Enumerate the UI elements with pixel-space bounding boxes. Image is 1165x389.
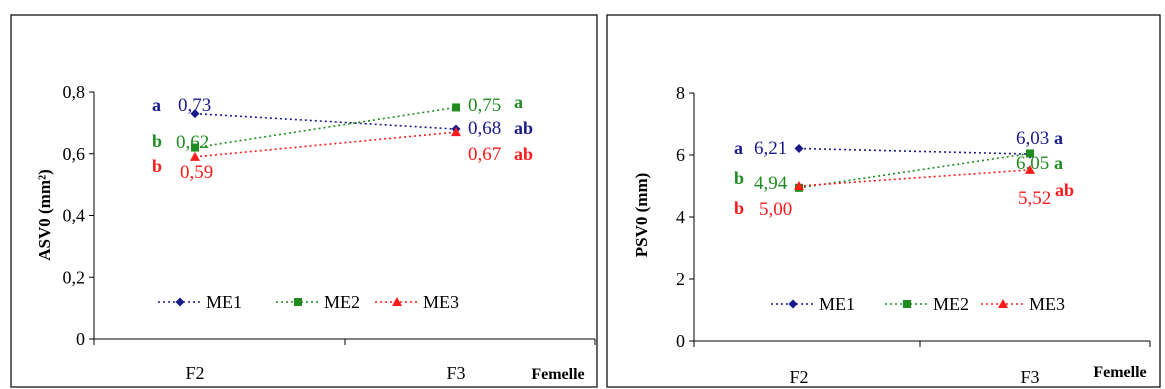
psv0-series-line (798, 147, 1031, 155)
asv0-significance-letter: ab (514, 144, 533, 164)
psv0-series-me3: 5,00 5,52 b ab (734, 164, 1074, 220)
asv0-y-tick-label: 0,6 (63, 144, 86, 164)
psv0-series-line (798, 152, 1031, 189)
asv0-legend-marker (175, 297, 185, 307)
asv0-series-line (194, 131, 457, 158)
asv0-x-tick-label: F3 (446, 363, 465, 383)
asv0-x-tick-label: F2 (185, 363, 204, 383)
asv0-series-me3: 0,59 0,67 b ab (152, 127, 533, 183)
psv0-data-label: 5,00 (759, 199, 792, 220)
psv0-significance-letter: a (734, 138, 743, 158)
asv0-y-tick-label: 0,8 (63, 82, 86, 102)
asv0-y-axis-label: ASV0 (mm²) (35, 169, 54, 261)
psv0-y-tick-label: 2 (676, 269, 685, 289)
asv0-y-tick-label: 0 (76, 329, 85, 349)
asv0-series-line (194, 112, 457, 130)
asv0-series-line (194, 106, 457, 149)
asv0-significance-letter: a (514, 92, 523, 112)
asv0-significance-letter: b (152, 156, 162, 176)
asv0-legend-label: ME1 (206, 292, 242, 312)
asv0-data-label: 0,75 (468, 95, 501, 116)
asv0-chart-panel: 0 0,2 0,4 0,6 0,8 F2 F3 Femelle ASV0 (mm²) 0,73 0,… (10, 14, 598, 388)
asv0-data-label: 0,73 (178, 95, 211, 116)
asv0-data-point (191, 143, 199, 152)
asv0-chart: 0 0,2 0,4 0,6 0,8 F2 F3 Femelle ASV0 (mm²) 0,73 0,… (10, 14, 598, 388)
psv0-data-point (1026, 149, 1034, 158)
psv0-legend-marker (998, 299, 1008, 308)
psv0-data-label: 5,52 (1018, 188, 1051, 209)
asv0-data-label: 0,59 (180, 162, 213, 183)
psv0-significance-letter: ab (1055, 180, 1074, 200)
psv0-legend-marker (903, 300, 911, 308)
psv0-data-label: 6,03 (1016, 128, 1049, 149)
psv0-significance-letter: b (734, 168, 744, 188)
psv0-legend-marker (788, 299, 798, 309)
psv0-data-label: 4,94 (754, 173, 788, 194)
asv0-data-point (190, 109, 200, 119)
psv0-x-axis-label: Femelle (1093, 364, 1146, 381)
asv0-frame (10, 14, 598, 388)
psv0-data-point (1025, 164, 1035, 174)
psv0-series-me1: 6,21 6,03a a (734, 128, 1063, 159)
psv0-x-tick-label: F2 (789, 367, 808, 387)
psv0-series-line (798, 169, 1031, 187)
asv0-legend-marker (294, 298, 302, 306)
asv0-data-point (451, 127, 461, 137)
psv0-y-axis-label: PSV0 (mm) (632, 173, 651, 258)
psv0-data-label: 6,21 (754, 138, 787, 159)
asv0-data-label: 0,67 (468, 144, 501, 165)
asv0-legend-label: ME2 (324, 292, 360, 312)
asv0-significance-letter: b (152, 131, 162, 151)
psv0-y-tick-label: 6 (676, 145, 685, 165)
asv0-significance-letter: ab (514, 118, 533, 138)
asv0-x-axis-label: Femelle (531, 366, 584, 383)
asv0-y-tick-label: 0,2 (63, 267, 86, 287)
asv0-legend: ME1 ME2 ME3 (158, 292, 459, 312)
asv0-data-point (452, 103, 460, 112)
psv0-legend-label: ME3 (1029, 294, 1065, 314)
psv0-data-label: 6,05 (1016, 153, 1049, 174)
asv0-legend-marker (392, 297, 402, 306)
psv0-legend: ME1 ME2 ME3 (771, 294, 1065, 314)
asv0-y-tick-label: 0,4 (63, 206, 86, 226)
psv0-significance-letter: a (1054, 128, 1063, 148)
psv0-significance-letter: b (734, 198, 744, 218)
psv0-data-point (794, 143, 804, 153)
psv0-significance-letter: a (1054, 153, 1063, 173)
asv0-data-label: 0,62 (176, 132, 209, 153)
psv0-legend-label: ME1 (819, 294, 855, 314)
asv0-significance-letter: a (152, 95, 161, 115)
psv0-y-tick-label: 8 (676, 83, 685, 103)
psv0-x-tick-label: F3 (1020, 367, 1039, 387)
psv0-frame (606, 14, 1161, 388)
psv0-chart-panel: 0 2 4 6 8 F2 F3 Femelle PSV0 (mm) 6,21 6,03 a a 4,94 6… (605, 0, 1165, 389)
psv0-legend-label: ME2 (933, 294, 969, 314)
asv0-data-label: 0,68 (468, 118, 501, 139)
psv0-y-tick-label: 4 (676, 207, 685, 227)
psv0-y-tick-label: 0 (676, 331, 685, 351)
psv0-data-point (794, 181, 804, 190)
asv0-data-point (190, 151, 200, 161)
asv0-legend-label: ME3 (423, 292, 459, 312)
